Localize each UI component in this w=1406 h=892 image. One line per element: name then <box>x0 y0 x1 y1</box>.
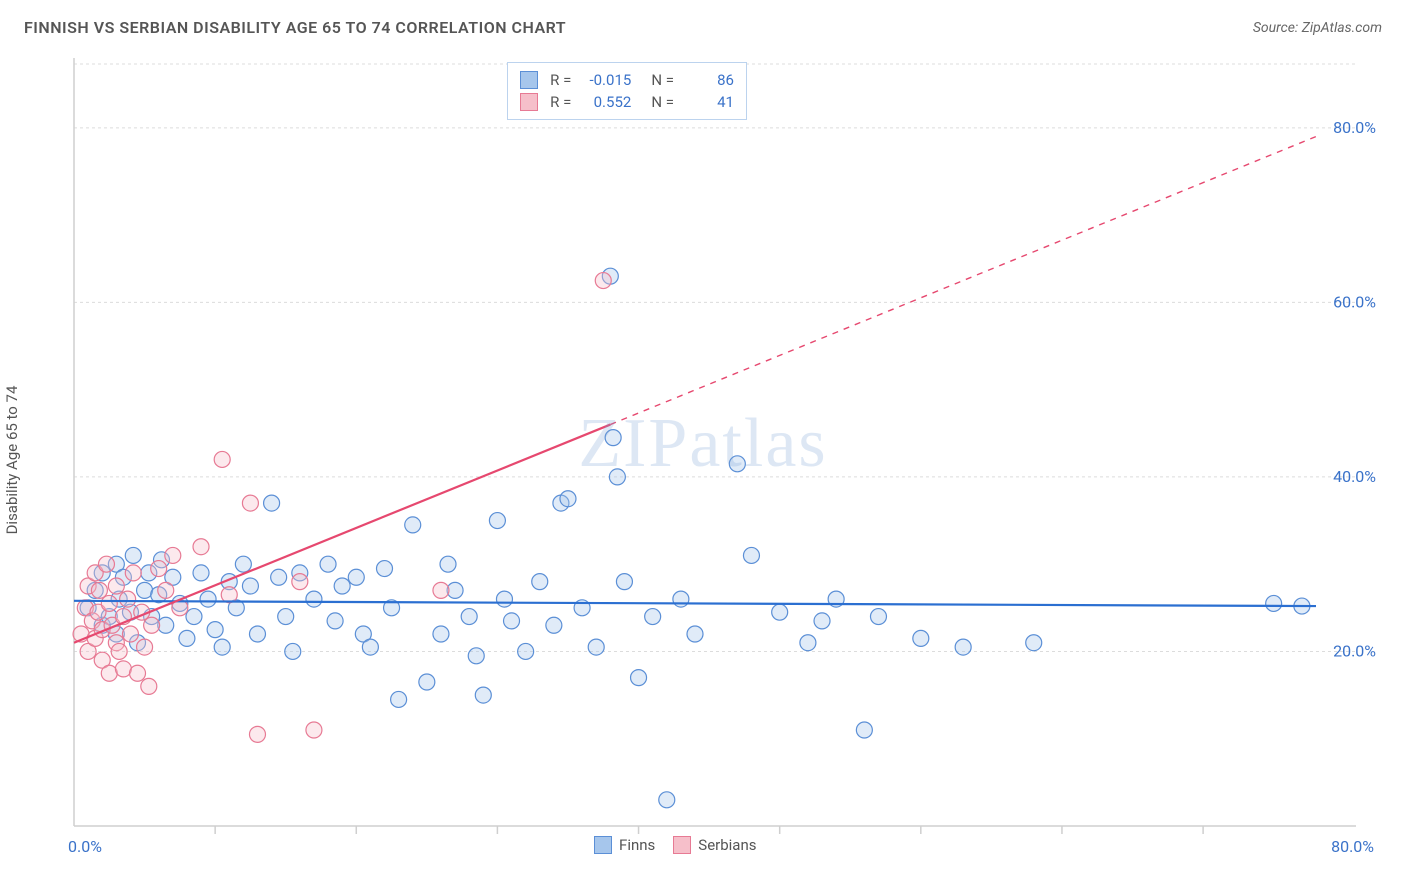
svg-text:80.0%: 80.0% <box>1331 837 1374 856</box>
scatter-plot: 20.0% 40.0% 60.0% 80.0% 0.0% 80.0% <box>60 48 1386 872</box>
correlation-stats-box: R = -0.015 N = 86 R = 0.552 N = 41 <box>507 62 747 120</box>
svg-text:40.0%: 40.0% <box>1333 467 1376 486</box>
legend-swatch <box>520 93 538 111</box>
legend-swatch <box>594 836 612 854</box>
stat-n-label: N = <box>651 71 674 89</box>
svg-text:0.0%: 0.0% <box>68 837 102 856</box>
svg-text:80.0%: 80.0% <box>1333 118 1376 137</box>
legend-item: Finns <box>594 836 655 854</box>
source-attribution: Source: ZipAtlas.com <box>1253 20 1382 36</box>
legend-swatch <box>673 836 691 854</box>
legend-label: Serbians <box>698 836 756 854</box>
chart-title: FINNISH VS SERBIAN DISABILITY AGE 65 TO … <box>24 18 566 37</box>
legend-swatch <box>520 71 538 89</box>
stat-n-label: N = <box>651 93 674 111</box>
svg-text:60.0%: 60.0% <box>1333 292 1376 311</box>
y-axis-label: Disability Age 65 to 74 <box>3 386 21 535</box>
legend-label: Finns <box>619 836 655 854</box>
chart-area: Disability Age 65 to 74 20.0%40.0%60.0%8… <box>20 48 1386 872</box>
stat-n-value: 86 <box>686 71 734 89</box>
stats-row: R = 0.552 N = 41 <box>520 91 734 113</box>
stat-r-label: R = <box>550 71 571 89</box>
svg-text:20.0%: 20.0% <box>1333 641 1376 660</box>
stat-n-value: 41 <box>686 93 734 111</box>
stat-r-label: R = <box>550 93 571 111</box>
series-legend: Finns Serbians <box>594 836 756 854</box>
stat-r-value: 0.552 <box>583 93 631 111</box>
stat-r-value: -0.015 <box>583 71 631 89</box>
stats-row: R = -0.015 N = 86 <box>520 69 734 91</box>
legend-item: Serbians <box>673 836 756 854</box>
